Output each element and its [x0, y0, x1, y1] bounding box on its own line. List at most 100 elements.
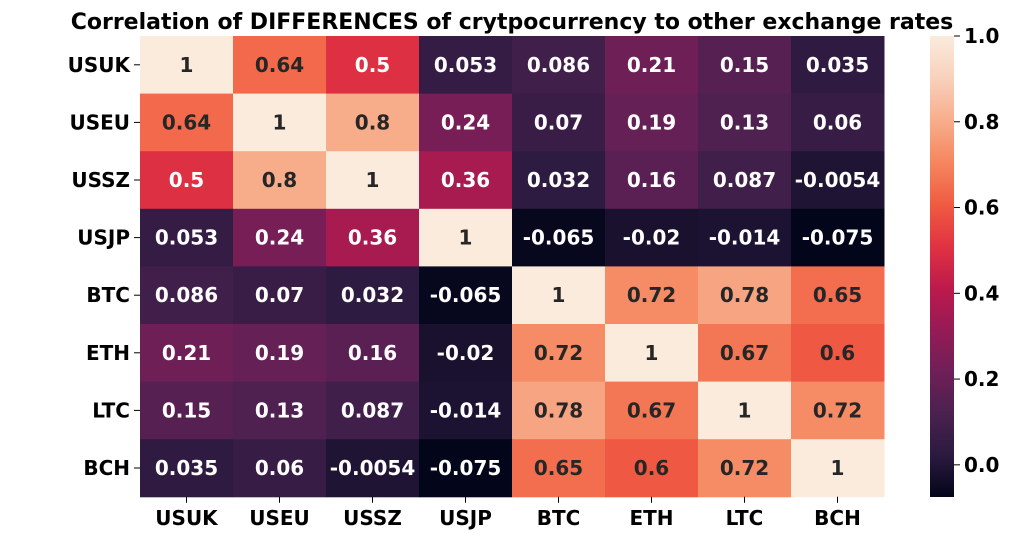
cell-value-label: -0.075	[430, 456, 502, 480]
heatmap-cell	[698, 93, 792, 152]
cell-value-label: 0.07	[534, 110, 583, 134]
y-tick-label: BTC	[86, 283, 130, 307]
heatmap-cell	[605, 381, 699, 440]
heatmap-cell	[140, 381, 234, 440]
heatmap-cell	[140, 151, 234, 210]
heatmap-cell	[791, 381, 885, 440]
cell-value-label: 0.21	[627, 53, 676, 77]
colorbar: 0.0 0.2 0.4 0.6 0.8 1.0	[930, 24, 999, 497]
cell-value-label: 0.72	[813, 398, 862, 422]
cell-value-label: 0.16	[348, 341, 397, 365]
heatmap-cell	[419, 151, 513, 210]
cell-value-label: 0.13	[255, 398, 304, 422]
heatmap-cell	[140, 208, 234, 267]
cell-value-label: 0.36	[348, 226, 397, 250]
cell-value-label: 0.06	[813, 110, 862, 134]
cell-value-label: 0.087	[713, 168, 776, 192]
cell-value-label: 0.65	[813, 283, 862, 307]
y-tick-label: USEU	[69, 110, 130, 134]
cell-value-label: -0.0054	[330, 456, 415, 480]
heatmap-cell	[512, 266, 606, 325]
heatmap-cell	[419, 266, 513, 325]
cell-value-label: -0.02	[437, 341, 495, 365]
heatmap-cell	[140, 36, 234, 95]
colorbar-tick-label: 1.0	[964, 24, 999, 48]
colorbar-tick-label: 0.4	[964, 281, 999, 305]
cell-value-label: -0.014	[709, 226, 781, 250]
heatmap-cell	[512, 36, 606, 95]
heatmap-cell	[698, 36, 792, 95]
cell-value-label: -0.065	[430, 283, 502, 307]
cell-value-label: 0.36	[441, 168, 490, 192]
x-axis: USUK USEU USSZ USJP BTC ETH LTC BCH	[155, 496, 861, 530]
cell-value-label: 0.06	[255, 456, 304, 480]
x-tick-label: USUK	[155, 506, 219, 530]
cell-value-label: 0.78	[720, 283, 769, 307]
cell-value-label: 0.72	[534, 341, 583, 365]
heatmap-cell	[419, 324, 513, 383]
cell-value-label: 0.16	[627, 168, 676, 192]
cell-value-label: 0.24	[441, 110, 490, 134]
heatmap-cell	[791, 208, 885, 267]
heatmap-cell	[512, 381, 606, 440]
heatmap-cell	[512, 324, 606, 383]
cell-value-label: 0.72	[720, 456, 769, 480]
heatmap-cell	[605, 266, 699, 325]
heatmap-cell	[419, 36, 513, 95]
y-tick-label: USUK	[68, 53, 132, 77]
heatmap-cell	[326, 324, 420, 383]
heatmap-cell	[605, 439, 699, 498]
cell-value-label: -0.02	[623, 226, 681, 250]
cell-value-label: 0.087	[341, 398, 404, 422]
cell-value-label: 0.67	[627, 398, 676, 422]
cell-value-label: 0.21	[162, 341, 211, 365]
heatmap-cell	[698, 151, 792, 210]
heatmap-cell	[140, 439, 234, 498]
cell-value-label: 0.5	[355, 53, 390, 77]
heatmap-cell	[605, 324, 699, 383]
heatmap-cell	[419, 381, 513, 440]
heatmap-cell	[605, 151, 699, 210]
heatmap-cell	[512, 151, 606, 210]
colorbar-tick-label: 0.2	[964, 367, 999, 391]
cell-value-label: 0.032	[341, 283, 404, 307]
cell-value-label: 0.67	[720, 341, 769, 365]
cell-value-label: 0.035	[806, 53, 869, 77]
cell-value-label: 0.086	[155, 283, 218, 307]
cell-value-label: -0.065	[523, 226, 595, 250]
heatmap-cell	[512, 208, 606, 267]
x-tick-label: BCH	[814, 506, 861, 530]
cell-value-label: 1	[366, 168, 380, 192]
heatmap-cells	[140, 36, 885, 498]
heatmap-cell	[698, 381, 792, 440]
cell-value-label: 0.035	[155, 456, 218, 480]
heatmap-cell	[698, 324, 792, 383]
heatmap-cell	[419, 439, 513, 498]
heatmap-cell	[512, 93, 606, 152]
cell-value-label: 1	[459, 226, 473, 250]
heatmap-cell	[326, 208, 420, 267]
heatmap-cell	[512, 439, 606, 498]
x-tick-label: LTC	[726, 506, 764, 530]
cell-value-label: 0.07	[255, 283, 304, 307]
cell-value-label: 0.15	[720, 53, 769, 77]
heatmap-cell	[233, 36, 327, 95]
heatmap-cell	[326, 36, 420, 95]
cell-value-label: 1	[738, 398, 752, 422]
heatmap-cell	[791, 151, 885, 210]
x-tick-label: USJP	[439, 506, 492, 530]
x-tick-label: USEU	[249, 506, 310, 530]
heatmap-cell	[698, 439, 792, 498]
y-tick-label: BCH	[83, 456, 130, 480]
cell-value-label: 0.65	[534, 456, 583, 480]
heatmap-cell	[326, 381, 420, 440]
heatmap-cell	[233, 324, 327, 383]
heatmap-cell	[419, 93, 513, 152]
heatmap-cell	[419, 208, 513, 267]
cell-value-label: 0.086	[527, 53, 590, 77]
heatmap-cell	[140, 266, 234, 325]
cell-value-label: 1	[831, 456, 845, 480]
cell-value-label: 0.19	[627, 110, 676, 134]
chart-title: Correlation of DIFFERENCES of crytpocurr…	[71, 10, 954, 35]
heatmap-cell	[326, 266, 420, 325]
